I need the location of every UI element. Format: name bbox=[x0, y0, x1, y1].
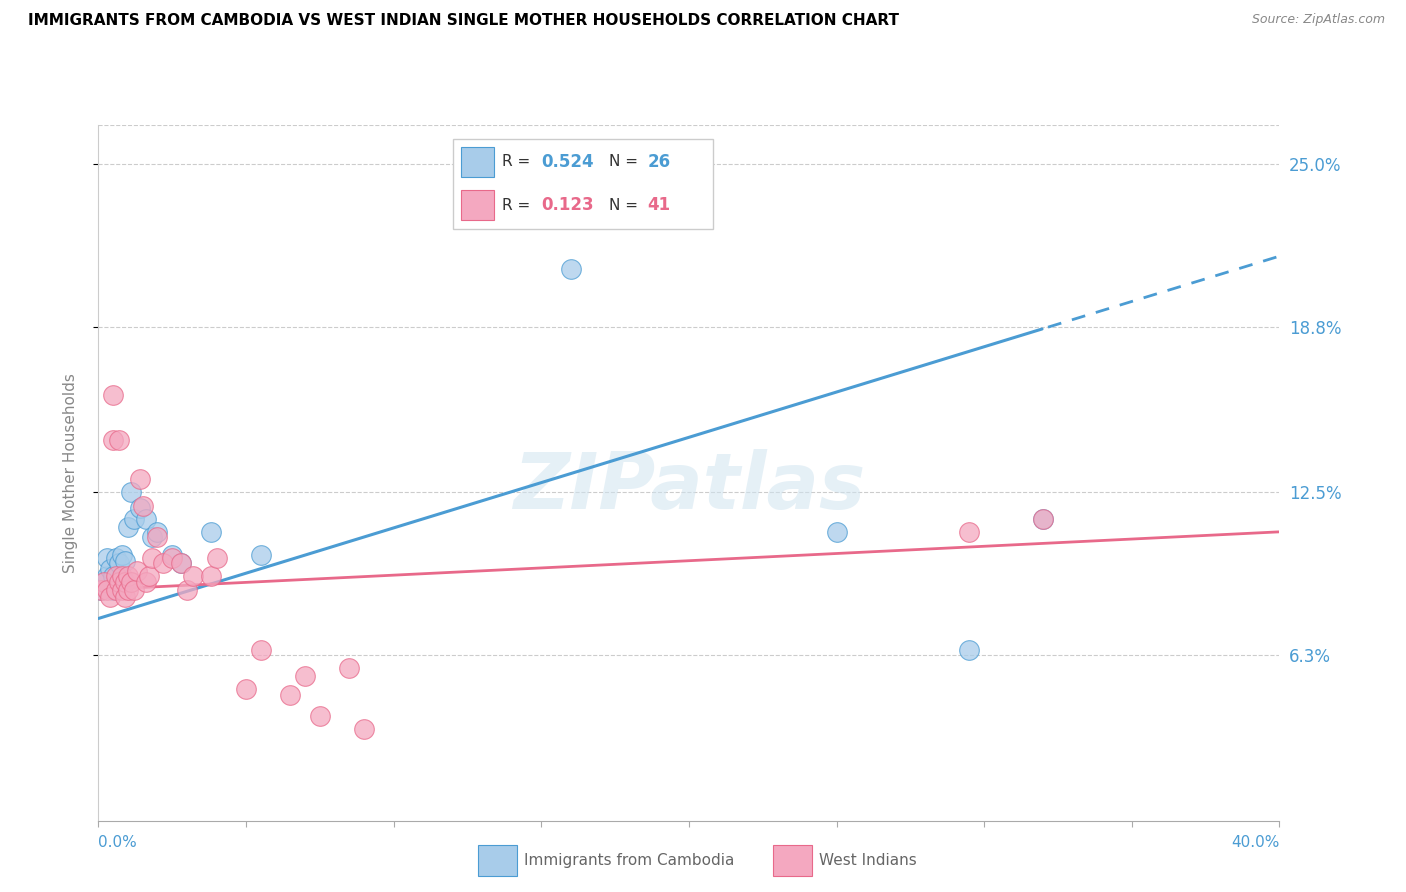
Point bbox=[132, 499, 155, 513]
Point bbox=[339, 661, 360, 675]
Point bbox=[235, 682, 257, 697]
Point bbox=[152, 557, 174, 571]
Point bbox=[93, 574, 115, 589]
Point bbox=[96, 551, 118, 566]
Point bbox=[96, 569, 118, 583]
Point bbox=[108, 574, 131, 589]
Point bbox=[98, 561, 121, 575]
Point bbox=[117, 582, 139, 597]
Point bbox=[560, 262, 582, 277]
Point bbox=[103, 582, 125, 597]
Text: West Indians: West Indians bbox=[818, 854, 917, 868]
FancyBboxPatch shape bbox=[773, 846, 813, 876]
Point bbox=[170, 557, 193, 571]
Point bbox=[105, 551, 128, 566]
Point bbox=[176, 582, 198, 597]
Point bbox=[309, 708, 332, 723]
Point bbox=[96, 582, 118, 597]
Point bbox=[90, 582, 112, 597]
Point bbox=[294, 669, 316, 683]
Point bbox=[278, 688, 302, 702]
Point bbox=[125, 564, 148, 578]
Point bbox=[122, 582, 145, 597]
Point bbox=[120, 574, 142, 589]
Point bbox=[114, 574, 136, 589]
Point bbox=[120, 485, 142, 500]
Text: 40.0%: 40.0% bbox=[1232, 836, 1279, 850]
Point bbox=[1032, 512, 1054, 526]
Point bbox=[105, 582, 128, 597]
Text: ZIPatlas: ZIPatlas bbox=[513, 449, 865, 524]
Text: IMMIGRANTS FROM CAMBODIA VS WEST INDIAN SINGLE MOTHER HOUSEHOLDS CORRELATION CHA: IMMIGRANTS FROM CAMBODIA VS WEST INDIAN … bbox=[28, 13, 898, 29]
Point bbox=[170, 557, 193, 571]
Text: Source: ZipAtlas.com: Source: ZipAtlas.com bbox=[1251, 13, 1385, 27]
Point bbox=[200, 569, 222, 583]
Point bbox=[108, 557, 131, 571]
Point bbox=[138, 569, 160, 583]
Point bbox=[122, 512, 145, 526]
Point bbox=[205, 551, 228, 566]
Point bbox=[200, 524, 222, 539]
Point bbox=[111, 549, 134, 563]
Y-axis label: Single Mother Households: Single Mother Households bbox=[63, 373, 77, 573]
Text: Immigrants from Cambodia: Immigrants from Cambodia bbox=[524, 854, 734, 868]
Point bbox=[959, 643, 981, 657]
Point bbox=[181, 569, 204, 583]
Point bbox=[162, 551, 183, 566]
Point bbox=[108, 433, 131, 447]
Point bbox=[250, 549, 273, 563]
Point bbox=[111, 582, 134, 597]
Point bbox=[103, 388, 125, 402]
Point bbox=[141, 551, 163, 566]
Point bbox=[117, 569, 139, 583]
Point bbox=[117, 519, 139, 533]
Point bbox=[1032, 512, 1054, 526]
Point bbox=[146, 524, 169, 539]
Point bbox=[114, 554, 136, 568]
Text: 0.0%: 0.0% bbox=[98, 836, 138, 850]
FancyBboxPatch shape bbox=[478, 846, 517, 876]
Point bbox=[114, 591, 136, 605]
Point bbox=[825, 524, 848, 539]
Point bbox=[353, 722, 375, 736]
Point bbox=[128, 472, 150, 486]
Point bbox=[959, 524, 981, 539]
Point bbox=[111, 569, 134, 583]
Point bbox=[103, 433, 125, 447]
Point bbox=[250, 643, 273, 657]
Point bbox=[135, 574, 157, 589]
Point bbox=[98, 591, 121, 605]
Point bbox=[162, 549, 183, 563]
Point bbox=[141, 530, 163, 544]
Point bbox=[135, 512, 157, 526]
Point bbox=[90, 582, 112, 597]
Point bbox=[105, 569, 128, 583]
Point bbox=[93, 574, 115, 589]
Point bbox=[128, 501, 150, 516]
Point bbox=[146, 530, 169, 544]
Point bbox=[103, 569, 125, 583]
